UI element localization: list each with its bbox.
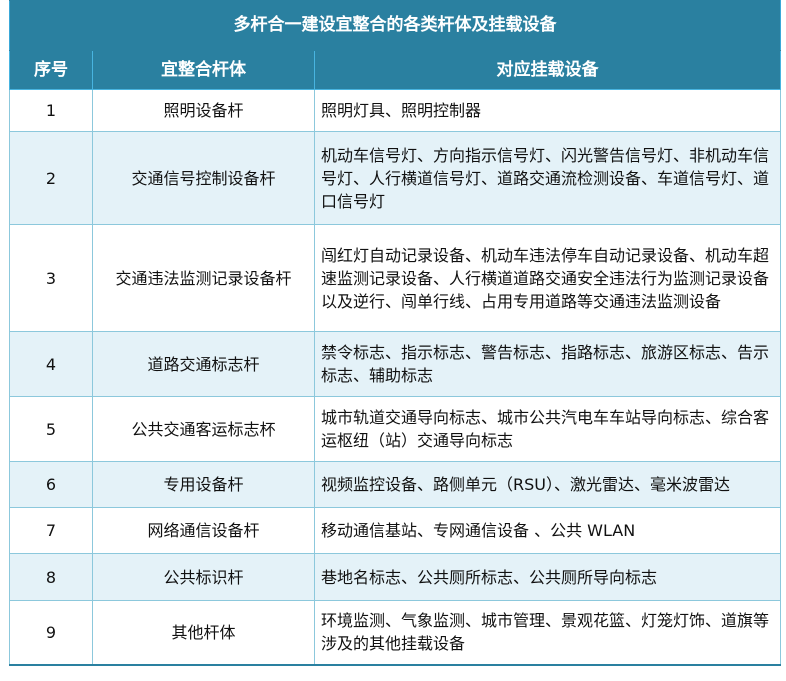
row-no: 2 [9,131,93,225]
row-pole: 公共标识杆 [92,553,315,601]
table-title: 多杆合一建设宜整合的各类杆体及挂载设备 [8,0,782,51]
table-row: 8 公共标识杆 巷地名标志、公共厕所标志、公共厕所导向标志 [9,553,782,601]
header-pole: 宜整合杆体 [92,50,315,90]
row-pole: 专用设备杆 [92,461,315,508]
row-pole: 网络通信设备杆 [92,507,315,554]
table-row: 6 专用设备杆 视频监控设备、路侧单元（RSU）、激光雷达、毫米波雷达 [9,461,782,508]
table-row: 1 照明设备杆 照明灯具、照明控制器 [9,89,782,132]
row-pole: 照明设备杆 [92,89,315,132]
row-no: 6 [9,461,93,508]
table-row: 7 网络通信设备杆 移动通信基站、专网通信设备 、公共 WLAN [9,507,782,554]
header-devices: 对应挂载设备 [313,50,782,90]
row-devices: 视频监控设备、路侧单元（RSU）、激光雷达、毫米波雷达 [313,461,782,508]
header-no: 序号 [9,50,93,90]
pole-equipment-table: 多杆合一建设宜整合的各类杆体及挂载设备 序号 宜整合杆体 对应挂载设备 1 照明设… [8,0,782,666]
row-pole: 交通信号控制设备杆 [92,131,315,225]
table-row: 4 道路交通标志杆 禁令标志、指示标志、警告标志、指路标志、旅游区标志、告示标志、辅… [9,331,782,397]
table-row: 2 交通信号控制设备杆 机动车信号灯、方向指示信号灯、闪光警告信号灯、非机动车信号灯… [9,131,782,225]
row-devices: 巷地名标志、公共厕所标志、公共厕所导向标志 [313,553,782,601]
row-no: 5 [9,396,93,462]
table-row: 3 交通违法监测记录设备杆 闯红灯自动记录设备、机动车违法停车自动记录设备、机动车超… [9,224,782,332]
row-no: 7 [9,507,93,554]
row-devices: 禁令标志、指示标志、警告标志、指路标志、旅游区标志、告示标志、辅助标志 [313,331,782,397]
row-devices: 照明灯具、照明控制器 [313,89,782,132]
row-no: 9 [9,600,93,665]
table-row: 5 公共交通客运标志杯 城市轨道交通导向标志、城市公共汽电车车站导向标志、综合客运枢… [9,396,782,462]
row-pole: 其他杆体 [92,600,315,665]
row-pole: 交通违法监测记录设备杆 [92,224,315,332]
row-no: 3 [9,224,93,332]
row-pole: 公共交通客运标志杯 [92,396,315,462]
row-devices: 环境监测、气象监测、城市管理、景观花篮、灯笼灯饰、道旗等涉及的其他挂载设备 [313,600,782,665]
row-pole: 道路交通标志杆 [92,331,315,397]
row-no: 4 [9,331,93,397]
row-devices: 城市轨道交通导向标志、城市公共汽电车车站导向标志、综合客运枢纽（站）交通导向标志 [313,396,782,462]
row-devices: 移动通信基站、专网通信设备 、公共 WLAN [313,507,782,554]
table-row: 9 其他杆体 环境监测、气象监测、城市管理、景观花篮、灯笼灯饰、道旗等涉及的其他挂载… [9,600,782,665]
row-no: 8 [9,553,93,601]
row-devices: 机动车信号灯、方向指示信号灯、闪光警告信号灯、非机动车信号灯、人行横道信号灯、道… [313,131,782,225]
row-no: 1 [9,89,93,132]
row-devices: 闯红灯自动记录设备、机动车违法停车自动记录设备、机动车超速监测记录设备、人行横道… [313,224,782,332]
